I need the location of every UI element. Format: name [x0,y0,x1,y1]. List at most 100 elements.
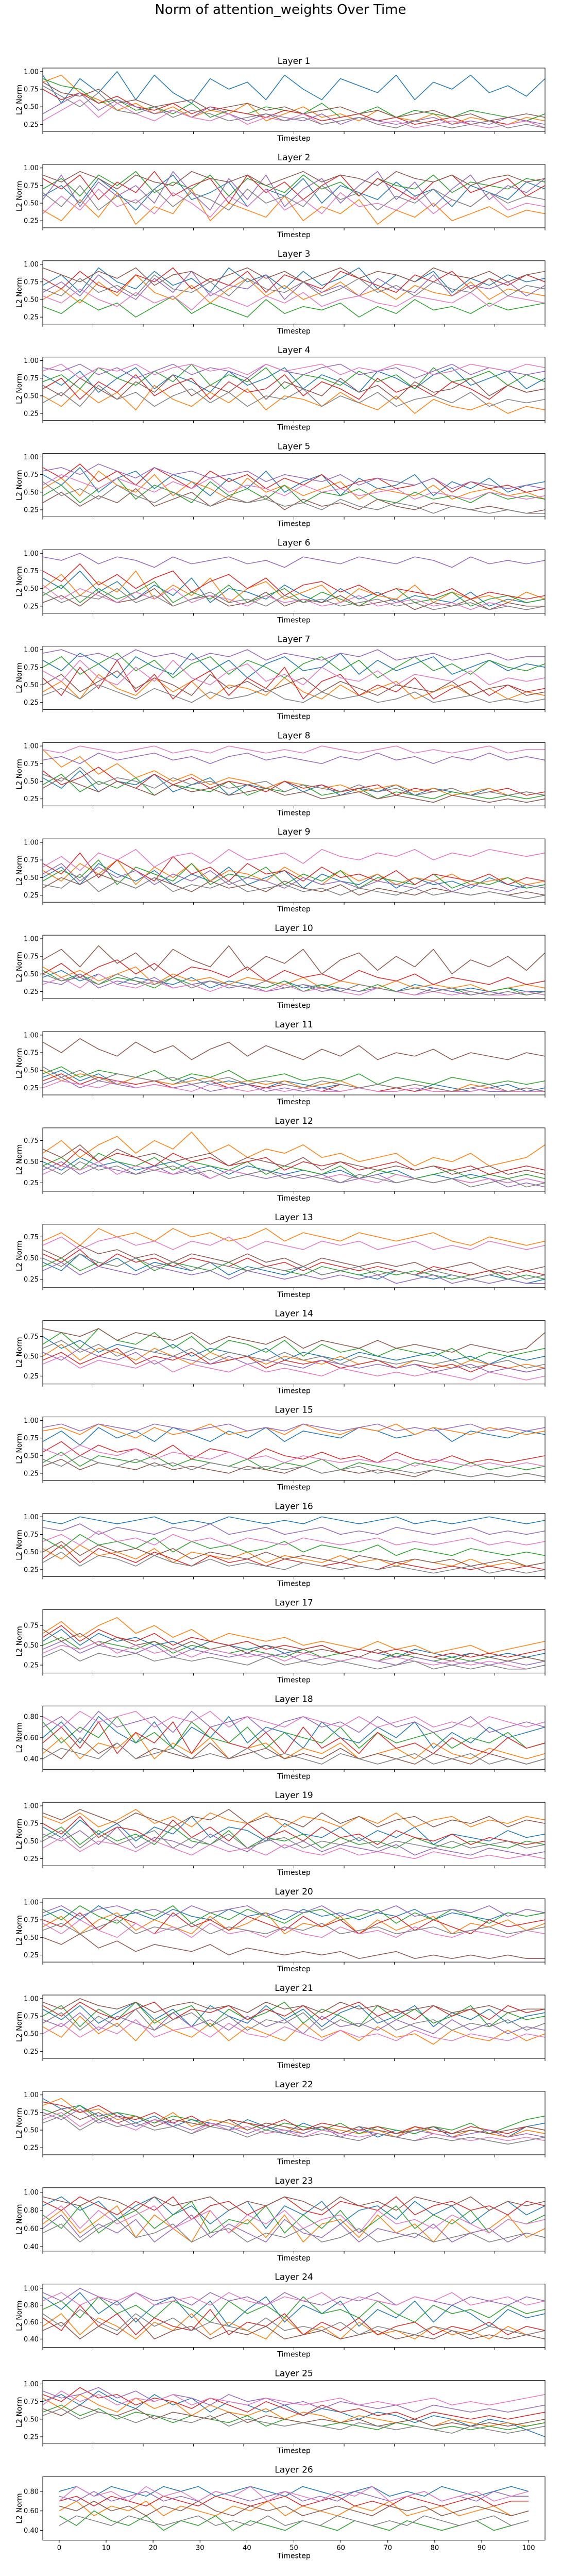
subplot-title: Layer 14 [275,1309,313,1319]
series-line [42,1905,546,1924]
series-line [42,2019,546,2041]
series-line [42,653,546,678]
series-line [42,363,546,379]
y-tick-label: 0.50 [24,778,39,786]
series-line [42,1328,546,1353]
subplot-layer-20: Layer 20 0.25 0.50 0.75 1.00 Timestep L2 Norm [15,1887,546,1973]
y-tick-label: 0.25 [24,1373,39,1381]
series-line [42,1837,546,1859]
series-line [42,670,546,696]
series-line [42,1253,546,1280]
subplot-layer-14: Layer 14 0.25 0.50 0.75 Timestep L2 Norm [15,1309,546,1395]
series-line [42,553,546,568]
series-line [42,89,546,128]
subplot-layer-21: Layer 21 0.25 0.50 0.75 1.00 Timestep L2 Norm [15,1983,546,2070]
x-axis-label: Timestep [277,2254,311,2263]
axes-frame [42,838,546,903]
x-axis-label: Timestep [277,231,311,239]
axes-frame [42,2477,546,2540]
series-line [42,1427,546,1446]
subplot-title: Layer 6 [278,538,311,549]
y-tick-label: 0.75 [24,182,39,190]
x-tick-label: 90 [478,2545,486,2552]
y-tick-label: 0.75 [24,664,39,672]
series-line [42,753,546,765]
series-line [42,2408,546,2434]
y-axis-label: L2 Norm [15,2301,24,2331]
series-line [42,174,546,211]
x-axis-label: Timestep [277,1676,311,1684]
series-line [42,2115,546,2145]
series-line [42,1905,546,1920]
series-line [42,1340,546,1369]
x-axis-label: Timestep [277,712,311,721]
series-line [42,1038,546,1060]
y-tick-label: 0.75 [24,1531,39,1539]
y-axis-label: L2 Norm [15,1626,24,1656]
y-tick-label: 1.00 [24,68,39,76]
series-line [42,463,546,493]
series-line [42,363,546,379]
x-tick-label: 30 [196,2545,205,2552]
y-tick-label: 0.50 [24,2031,39,2038]
series-line [42,1149,546,1175]
subplot-title: Layer 10 [275,923,313,934]
series-line [42,1830,546,1849]
y-tick-label: 0.75 [24,1435,39,1442]
series-line [42,295,546,318]
series-line [42,2292,546,2327]
subplot-title: Layer 1 [278,56,311,67]
axes-frame [42,1031,546,1095]
series-line [42,85,546,128]
y-tick-label: 0.25 [24,1952,39,1959]
y-tick-label: 0.75 [24,2109,39,2117]
y-tick-label: 0.80 [24,2488,39,2496]
series-line [42,1816,546,1845]
series-line [42,2404,546,2427]
y-tick-label: 1.00 [24,1899,39,1906]
x-axis-label: Timestep [277,905,311,913]
x-axis-label: Timestep [277,1098,311,1106]
series-line [42,674,546,700]
y-axis-label: L2 Norm [15,1819,24,1849]
series-line [42,2201,546,2234]
series-line [42,171,546,190]
series-line [42,2001,546,2027]
axes-frame [42,550,546,613]
axes-frame [42,1513,546,1577]
y-tick-label: 1.00 [24,839,39,847]
x-axis-label: Timestep [277,1387,311,1395]
y-tick-label: 0.40 [24,2243,39,2251]
y-tick-label: 0.25 [24,988,39,996]
series-line [42,1710,546,1733]
series-line [42,1541,546,1567]
series-line [42,92,546,125]
series-line [59,2515,529,2526]
y-tick-label: 0.25 [24,121,39,129]
x-axis-label: Timestep [277,1484,311,1492]
series-line [42,2317,546,2340]
series-line [42,274,546,296]
series-line [42,267,546,293]
subplot-title: Layer 12 [275,1116,313,1126]
x-axis-label: Timestep [277,1580,311,1588]
series-line [42,1530,546,1545]
series-line [42,1153,546,1179]
series-line [42,2387,546,2413]
y-tick-label: 1.00 [24,454,39,461]
series-line [42,171,546,204]
y-tick-label: 0.50 [24,682,39,689]
y-tick-label: 0.25 [24,1855,39,1863]
y-tick-label: 0.50 [24,1452,39,1460]
subplot-layer-5: Layer 5 0.25 0.50 0.75 1.00 Timestep L2 Norm [15,442,546,528]
series-line [42,659,546,686]
x-axis-label: Timestep [277,809,311,817]
x-axis-label: Timestep [277,520,311,528]
y-tick-label: 0.25 [24,506,39,514]
subplot-layer-16: Layer 16 0.25 0.50 0.75 1.00 Timestep L2 Norm [15,1502,546,1588]
y-tick-label: 1.00 [24,261,39,269]
y-tick-label: 0.75 [24,375,39,383]
series-line [42,1423,546,1432]
y-axis-label: L2 Norm [15,2493,24,2523]
